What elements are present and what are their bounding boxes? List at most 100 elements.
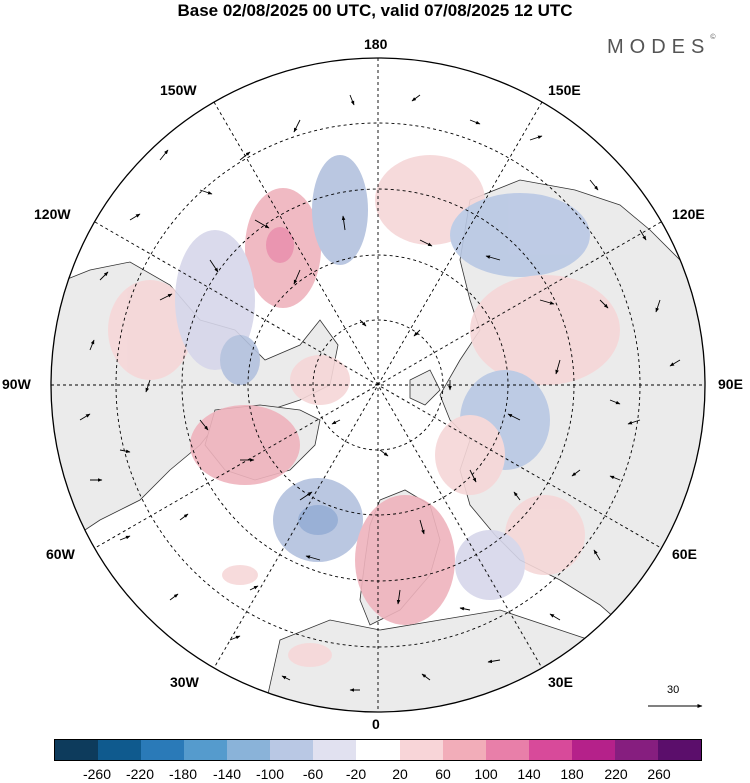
wind-arrow (593, 549, 601, 561)
wind-arrow (639, 229, 647, 241)
wind-arrow (89, 339, 95, 351)
colorbar-swatch (485, 740, 529, 760)
wind-arrow (419, 239, 433, 247)
colorbar-label: -140 (212, 766, 242, 782)
wind-arrow (79, 413, 91, 421)
map-boundary (50, 57, 706, 713)
lon-label-150w: 150W (160, 82, 197, 98)
wind-arrow (254, 219, 270, 229)
wind-arrow (507, 413, 521, 421)
wind-arrow (119, 449, 131, 453)
lon-label-180: 180 (364, 36, 388, 52)
anomaly-pos-canada (108, 280, 192, 380)
meridian-60w-120e (94, 221, 662, 549)
wind-arrow (469, 119, 481, 125)
colorbar (54, 739, 702, 761)
wind-arrow (359, 319, 367, 327)
wind-arrow (655, 299, 661, 313)
colorbar-swatch (55, 740, 99, 760)
wind-arrow (249, 585, 259, 591)
wind-arrow (513, 491, 521, 501)
wind-arrow (599, 299, 609, 309)
anomaly-shading (108, 155, 620, 667)
wind-arrow (159, 149, 169, 161)
wind-arrow (411, 94, 421, 102)
reference-vector-label: 30 (667, 684, 680, 696)
wind-arrow (305, 555, 321, 561)
colorbar-swatch (657, 740, 701, 760)
anomaly-pos-south (288, 643, 332, 667)
wind-arrow (239, 151, 251, 161)
wind-arrow (421, 673, 431, 681)
wind-arrow (349, 94, 355, 106)
lon-label-120w: 120W (34, 206, 71, 222)
anomaly-pos-caspian (505, 495, 585, 575)
wind-arrow (281, 675, 291, 681)
lon-label-60w: 60W (46, 546, 75, 562)
copyright-mark: © (710, 34, 716, 41)
anomaly-neg-siberia (450, 193, 590, 277)
lon-label-120e: 120E (672, 206, 705, 222)
anomaly-neg-atlantic-core (298, 505, 338, 535)
wind-arrow (413, 329, 421, 337)
meridian-30e-150w (213, 101, 543, 669)
wind-arrow (199, 189, 213, 195)
wind-arrow (229, 635, 241, 641)
wind-arrow (199, 419, 209, 431)
wind-arrow (571, 469, 581, 477)
wind-arrow (159, 293, 173, 301)
lon-label-90e: 90E (718, 376, 743, 392)
colorbar-swatch (442, 740, 486, 760)
colorbar-label: 140 (517, 766, 541, 782)
modes-logo: MODES© (607, 34, 716, 59)
wind-vectors (79, 94, 681, 692)
wind-arrow (609, 475, 621, 481)
lon-label-30e: 30E (548, 674, 573, 690)
anomaly-neg-canada (175, 230, 255, 370)
wind-arrow (485, 255, 501, 261)
colorbar-label: -100 (255, 766, 285, 782)
lon-label-60e: 60E (672, 546, 697, 562)
wind-arrow (549, 613, 561, 621)
wind-arrow (179, 513, 189, 521)
colorbar-swatch (98, 740, 142, 760)
meridian-30w-150e (213, 101, 543, 669)
wind-arrow (341, 215, 346, 231)
colorbar-label: 220 (604, 766, 628, 782)
colorbar-label: 60 (435, 766, 451, 782)
brand-text: MODES (607, 36, 711, 58)
wind-arrow (293, 269, 301, 285)
colorbar-swatch (571, 740, 615, 760)
anomaly-pos-mid-atlantic (222, 565, 258, 585)
colorbar-swatch (227, 740, 271, 760)
wind-arrow (459, 607, 471, 611)
anomaly-neg-hudson (220, 335, 260, 385)
lon-label-0: 0 (372, 716, 380, 732)
colorbar-swatch (141, 740, 185, 760)
colorbar-label: -260 (82, 766, 112, 782)
wind-arrow (293, 119, 301, 133)
anomaly-pos-europe (355, 495, 455, 625)
colorbar-swatch (356, 740, 400, 760)
colorbar-swatch (614, 740, 658, 760)
wind-arrow (99, 271, 109, 281)
wind-arrow (529, 135, 543, 141)
anomaly-pos-central-asia (470, 275, 620, 385)
anomaly-neg-russia (455, 530, 525, 600)
colorbar-label: 100 (474, 766, 498, 782)
anomaly-pos-alaska-core (266, 227, 294, 263)
lon-label-150e: 150E (548, 82, 581, 98)
wind-arrow (396, 589, 401, 605)
colorbar-swatch (184, 740, 228, 760)
wind-arrow (209, 259, 219, 273)
wind-arrow (609, 399, 621, 405)
wind-arrow (669, 359, 681, 367)
colorbar-label: 260 (647, 766, 671, 782)
lon-label-30w: 30W (170, 674, 199, 690)
colorbar-label: -60 (302, 766, 324, 782)
wind-arrow (555, 359, 561, 375)
wind-arrow (331, 419, 341, 425)
wind-arrow (469, 469, 477, 483)
colorbar-label: -180 (168, 766, 198, 782)
colorbar-swatch (528, 740, 572, 760)
